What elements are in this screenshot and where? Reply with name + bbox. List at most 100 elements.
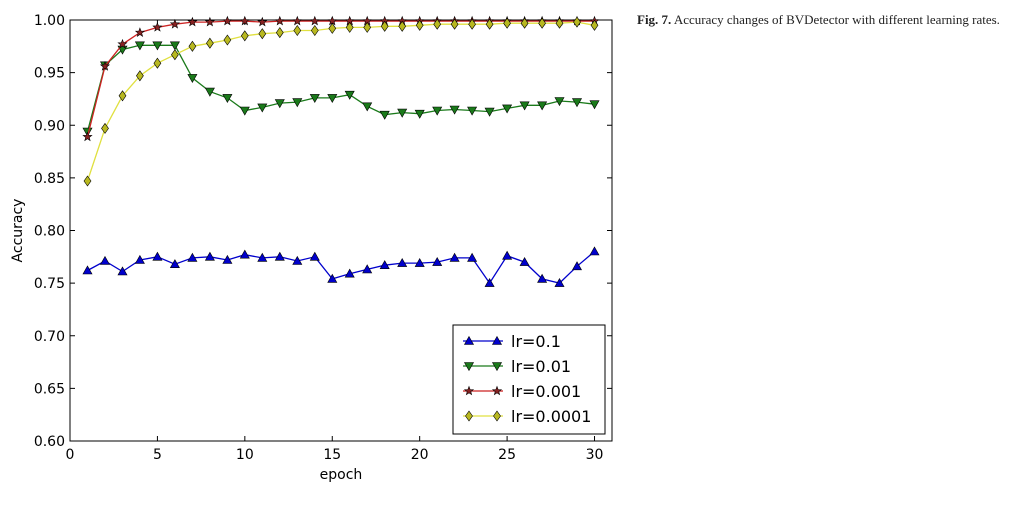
data-point	[414, 109, 425, 119]
data-point	[153, 57, 162, 69]
data-point	[169, 259, 180, 269]
data-point	[117, 266, 128, 276]
x-tick-label: 0	[66, 447, 75, 463]
y-tick-label: 0.70	[34, 329, 65, 345]
data-point	[415, 19, 424, 31]
series-line	[86, 20, 595, 137]
chart-figure: 0.60 0.65 0.70 0.75 0.80 0.85 0.90 0.95 1.00 0 5 10…	[10, 13, 613, 483]
data-point	[503, 17, 511, 29]
x-tick-label: 10	[236, 447, 254, 463]
data-point	[450, 18, 459, 30]
data-point	[309, 251, 320, 261]
data-point	[538, 17, 546, 29]
data-point	[554, 277, 565, 287]
data-point	[257, 252, 268, 262]
data-point	[449, 252, 460, 262]
x-axis-label: epoch	[320, 467, 363, 483]
series-line	[87, 251, 595, 285]
data-point	[519, 256, 530, 266]
data-point	[573, 16, 581, 28]
figure-caption: Fig. 7. Accuracy changes of BVDetector w…	[637, 12, 1017, 28]
data-point	[222, 254, 233, 264]
data-point	[206, 37, 214, 49]
data-point	[171, 49, 179, 61]
data-point	[275, 27, 284, 39]
data-point	[136, 70, 144, 82]
y-tick-label: 0.75	[34, 276, 65, 292]
data-point	[397, 108, 408, 118]
data-point	[239, 249, 250, 259]
data-point	[379, 260, 390, 270]
data-point	[328, 22, 337, 34]
data-point	[188, 40, 197, 52]
data-point	[117, 38, 128, 49]
series-lr=0.1	[82, 246, 600, 287]
data-point	[344, 90, 355, 100]
data-point	[204, 16, 216, 27]
data-point	[187, 16, 198, 27]
data-point	[134, 41, 145, 51]
data-point	[537, 101, 548, 111]
data-point	[134, 27, 146, 38]
data-point	[187, 252, 198, 262]
data-point	[398, 20, 407, 32]
data-point	[292, 15, 303, 26]
data-point	[292, 255, 303, 265]
data-point	[571, 98, 583, 108]
data-point	[484, 277, 495, 287]
y-tick-label: 0.95	[34, 66, 65, 82]
legend-label: lr=0.1	[511, 332, 561, 351]
data-point	[555, 17, 564, 29]
series-lr=0.001	[82, 15, 600, 142]
legend-marker	[463, 385, 475, 396]
data-point	[169, 18, 181, 29]
data-point	[309, 15, 320, 26]
data-point	[204, 251, 215, 261]
data-point	[204, 87, 215, 97]
data-point	[82, 131, 93, 142]
data-point	[187, 74, 198, 84]
data-point	[363, 21, 372, 33]
y-tick-label: 0.85	[34, 171, 65, 187]
x-tick-label: 30	[586, 447, 604, 463]
data-point	[485, 18, 494, 30]
data-point	[414, 257, 425, 267]
data-point	[502, 104, 513, 114]
data-point	[274, 15, 285, 26]
data-point	[571, 261, 583, 271]
data-point	[239, 106, 250, 116]
data-point	[519, 101, 530, 111]
y-axis-label: Accuracy	[10, 199, 26, 263]
series-lr=0.01	[82, 41, 600, 137]
data-point	[520, 17, 529, 29]
data-point	[99, 255, 111, 265]
y-tick-label: 1.00	[34, 13, 65, 29]
data-point	[274, 99, 285, 109]
data-point	[344, 268, 355, 278]
data-point	[99, 60, 110, 71]
data-point	[82, 265, 93, 275]
data-point	[83, 175, 92, 187]
legend-label: lr=0.0001	[511, 407, 591, 426]
data-point	[239, 15, 250, 26]
data-point	[152, 41, 163, 51]
data-point	[152, 251, 163, 261]
data-point	[240, 30, 249, 42]
x-tick-label: 25	[498, 447, 516, 463]
data-point	[362, 102, 373, 112]
data-point	[309, 94, 320, 104]
data-point	[537, 273, 548, 283]
data-point	[397, 257, 408, 267]
y-tick-label: 0.65	[34, 381, 65, 397]
figure-caption-label: Fig. 7.	[637, 12, 672, 27]
data-point	[484, 107, 495, 117]
legend-marker	[463, 362, 475, 372]
data-point	[169, 41, 180, 51]
data-point	[449, 105, 460, 115]
data-point	[554, 97, 565, 107]
legend-marker	[491, 385, 503, 396]
data-point	[590, 19, 599, 31]
data-point	[379, 110, 390, 120]
legend-label: lr=0.01	[511, 357, 571, 376]
data-point	[222, 15, 233, 26]
